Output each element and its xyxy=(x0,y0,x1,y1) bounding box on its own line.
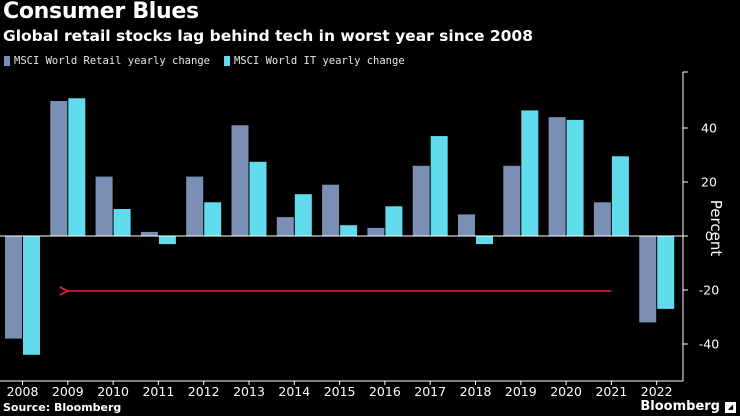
legend-label-it: MSCI World IT yearly change xyxy=(233,55,405,67)
x-tick-label-2010: 2010 xyxy=(97,384,129,399)
y-axis-title: Percent xyxy=(707,200,725,257)
bar-retail-2012 xyxy=(186,176,204,236)
x-tick-label-2017: 2017 xyxy=(414,384,446,399)
bar-it-2019 xyxy=(521,110,539,236)
bar-retail-2011 xyxy=(140,231,158,236)
bar-it-2015 xyxy=(340,225,358,236)
bar-retail-2016 xyxy=(367,227,385,236)
chart-subtitle: Global retail stocks lag behind tech in … xyxy=(3,27,533,45)
bar-it-2013 xyxy=(249,161,267,237)
legend-label-retail: MSCI World Retail yearly change xyxy=(14,55,210,67)
y-tick-label-40: 40 xyxy=(701,121,717,136)
bar-retail-2010 xyxy=(95,176,113,236)
x-tick-label-2016: 2016 xyxy=(369,384,401,399)
bar-retail-2015 xyxy=(322,184,340,236)
bar-it-2009 xyxy=(68,98,86,236)
bar-it-2012 xyxy=(204,202,222,237)
source-note: Source: Bloomberg xyxy=(3,401,122,414)
bar-it-2018 xyxy=(476,236,493,245)
chart-title: Consumer Blues xyxy=(3,0,199,24)
bloomberg-logo: Bloomberg xyxy=(640,399,720,414)
x-tick-label-2019: 2019 xyxy=(505,384,537,399)
bar-retail-2014 xyxy=(276,217,294,236)
bar-it-2008 xyxy=(23,236,40,355)
bar-it-2011 xyxy=(158,236,176,245)
y-tick-label-0: 0 xyxy=(705,229,713,244)
y-tick-label--20: -20 xyxy=(699,283,719,298)
bar-retail-2019 xyxy=(503,165,521,236)
legend-item-it: MSCI World IT yearly change xyxy=(223,55,405,67)
x-tick-label-2018: 2018 xyxy=(460,384,492,399)
x-tick-label-2013: 2013 xyxy=(233,384,265,399)
bar-it-2017 xyxy=(430,136,448,236)
legend-swatch-it xyxy=(223,56,230,66)
x-tick-label-2022: 2022 xyxy=(641,384,673,399)
x-tick-label-2011: 2011 xyxy=(142,384,174,399)
bar-it-2016 xyxy=(385,206,403,236)
bar-retail-2020 xyxy=(548,117,566,236)
x-tick-label-2020: 2020 xyxy=(550,384,582,399)
x-tick-label-2009: 2009 xyxy=(52,384,84,399)
legend-item-retail: MSCI World Retail yearly change xyxy=(4,55,210,67)
bar-it-2022 xyxy=(657,236,675,309)
x-tick-label-2015: 2015 xyxy=(324,384,356,399)
bar-it-2010 xyxy=(113,209,131,236)
bar-retail-2021 xyxy=(593,202,611,237)
x-tick-label-2008: 2008 xyxy=(7,384,39,399)
bar-it-2020 xyxy=(566,119,584,236)
x-tick-label-2014: 2014 xyxy=(278,384,310,399)
x-tick-label-2012: 2012 xyxy=(188,384,220,399)
legend: MSCI World Retail yearly change MSCI Wor… xyxy=(4,55,405,67)
bar-retail-2018 xyxy=(458,214,475,236)
legend-swatch-retail xyxy=(4,56,10,66)
y-tick-label-20: 20 xyxy=(701,175,717,190)
bloomberg-badge-icon: ◢ xyxy=(725,402,736,413)
x-tick-label-2021: 2021 xyxy=(595,384,627,399)
bar-retail-2008 xyxy=(5,236,22,339)
bar-retail-2017 xyxy=(412,165,430,236)
bar-retail-2013 xyxy=(231,125,249,236)
bar-it-2021 xyxy=(611,156,629,236)
y-tick-label--40: -40 xyxy=(699,337,719,352)
bar-retail-2022 xyxy=(639,236,657,323)
bar-it-2014 xyxy=(294,194,312,236)
bar-retail-2009 xyxy=(50,101,68,236)
